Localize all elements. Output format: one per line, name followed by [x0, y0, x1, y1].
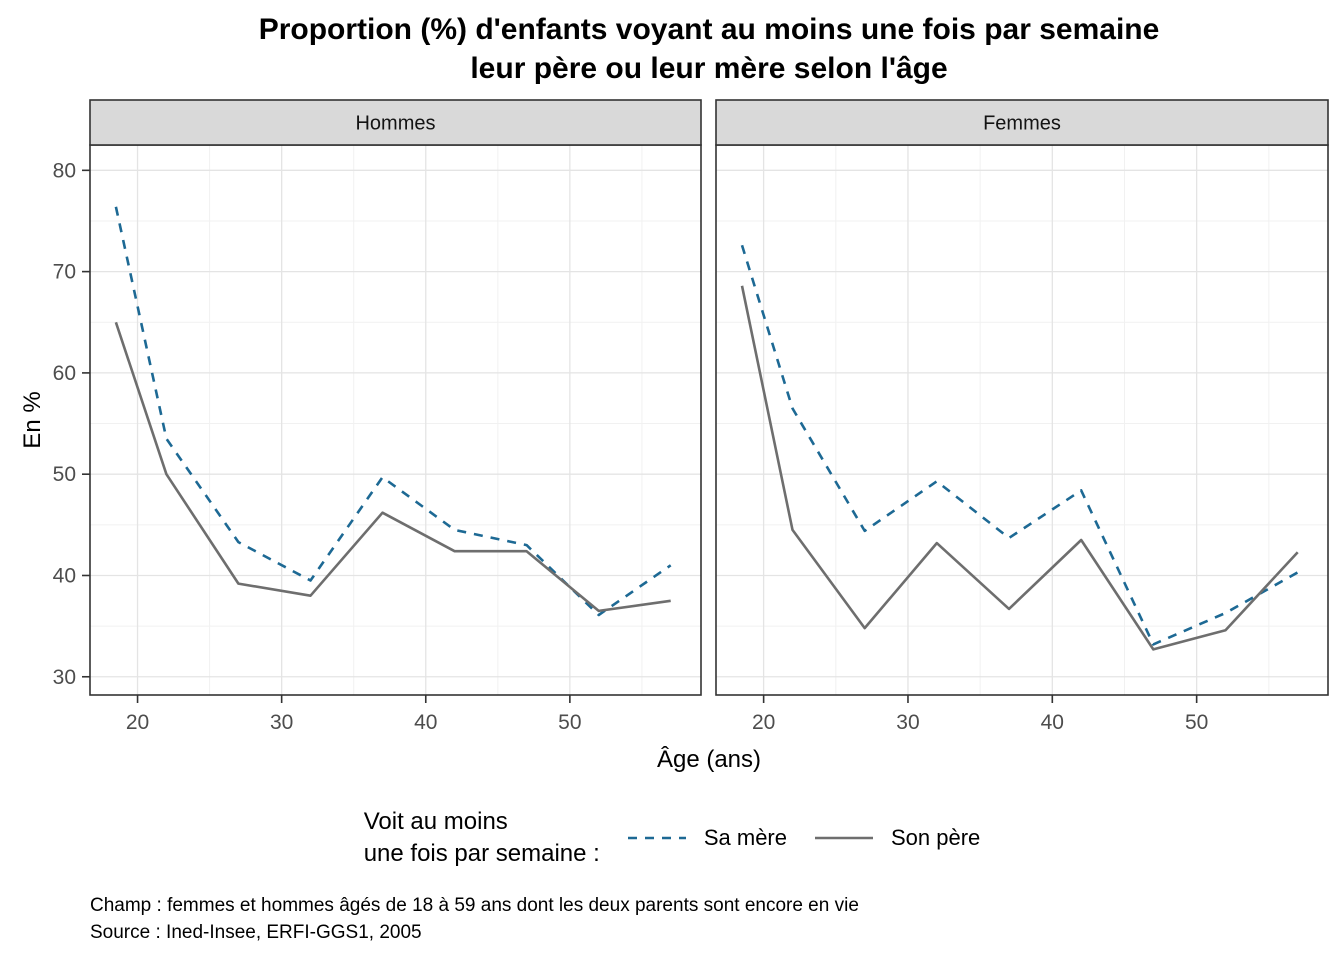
faceted-line-chart: Hommes 20 30 40 50 Femmes 20 30 40 50 30 40 50 60 70 80…: [19, 99, 1329, 773]
facet-strip: [89, 99, 702, 146]
facet-strip-label: Hommes: [355, 113, 435, 135]
solid-line-key-icon: [815, 836, 873, 840]
dashed-line-key-icon: [627, 836, 686, 840]
x-tick-label: 40: [1041, 711, 1064, 734]
legend-title: Voit au moins une fois par semaine :: [364, 806, 600, 870]
legend: Voit au moins une fois par semaine : Sa …: [0, 806, 1344, 870]
legend-item-sa-mere: Sa mère: [626, 825, 787, 851]
caption: Champ : femmes et hommes âgés de 18 à 59…: [90, 892, 859, 946]
x-tick-label: 30: [896, 711, 919, 734]
panel-background: [90, 145, 701, 695]
x-tick-label: 30: [270, 711, 293, 734]
x-tick-label: 20: [752, 711, 775, 734]
legend-label-son-pere: Son père: [891, 825, 981, 850]
y-tick-label: 30: [53, 666, 76, 689]
legend-label-sa-mere: Sa mère: [703, 825, 787, 850]
caption-source: Source : Ined-Insee, ERFI-GGS1, 2005: [90, 922, 422, 943]
x-tick-label: 50: [1185, 711, 1208, 734]
panel-background: [716, 145, 1328, 695]
y-axis-title: En %: [19, 391, 46, 448]
y-tick-label: 60: [53, 362, 76, 385]
series-line-sa-mere-femmes: [740, 244, 1299, 646]
series-line-son-pere-hommes: [114, 321, 671, 613]
facet-strip-label: Femmes: [983, 113, 1061, 135]
y-tick-label: 80: [53, 159, 76, 182]
chart-title-line2: leur père ou leur mère selon l'âge: [470, 52, 948, 85]
chart-title-line1: Proportion (%) d'enfants voyant au moins…: [258, 13, 1160, 46]
legend-title-line1: Voit au moins: [363, 808, 508, 835]
chart-title: Proportion (%) d'enfants voyant au moins…: [90, 10, 1328, 88]
legend-title-line2: une fois par semaine :: [363, 840, 600, 867]
facet-strip: [715, 99, 1329, 146]
x-axis-title: Âge (ans): [657, 746, 761, 773]
y-tick-label: 50: [53, 463, 76, 486]
legend-item-son-pere: Son père: [813, 825, 980, 851]
series-line-son-pere-femmes: [740, 285, 1299, 651]
y-tick-label: 70: [53, 261, 76, 284]
x-tick-label: 50: [558, 711, 581, 734]
y-tick-label: 40: [53, 564, 76, 587]
caption-champ: Champ : femmes et hommes âgés de 18 à 59…: [90, 895, 859, 916]
x-tick-label: 20: [126, 711, 149, 734]
x-tick-label: 40: [414, 711, 437, 734]
